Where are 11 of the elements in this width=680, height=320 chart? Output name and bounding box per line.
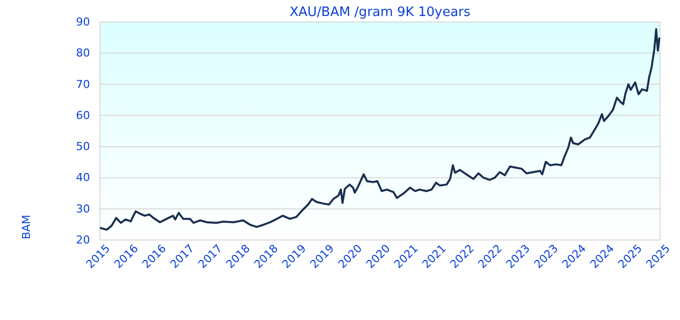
y-tick-label: 20 (76, 234, 90, 247)
y-tick-label: 40 (76, 171, 90, 184)
y-tick-label: 30 (76, 202, 90, 216)
y-tick-label: 60 (76, 108, 90, 122)
y-tick-label: 80 (76, 46, 90, 60)
y-tick-label: 90 (76, 16, 90, 29)
y-tick-label: 70 (76, 78, 90, 91)
line-series (99, 28, 660, 231)
y-tick-label: 50 (76, 140, 90, 154)
y-axis-title: BAM (20, 214, 33, 240)
chart-title: XAU/BAM /gram 9K 10years (290, 5, 471, 20)
